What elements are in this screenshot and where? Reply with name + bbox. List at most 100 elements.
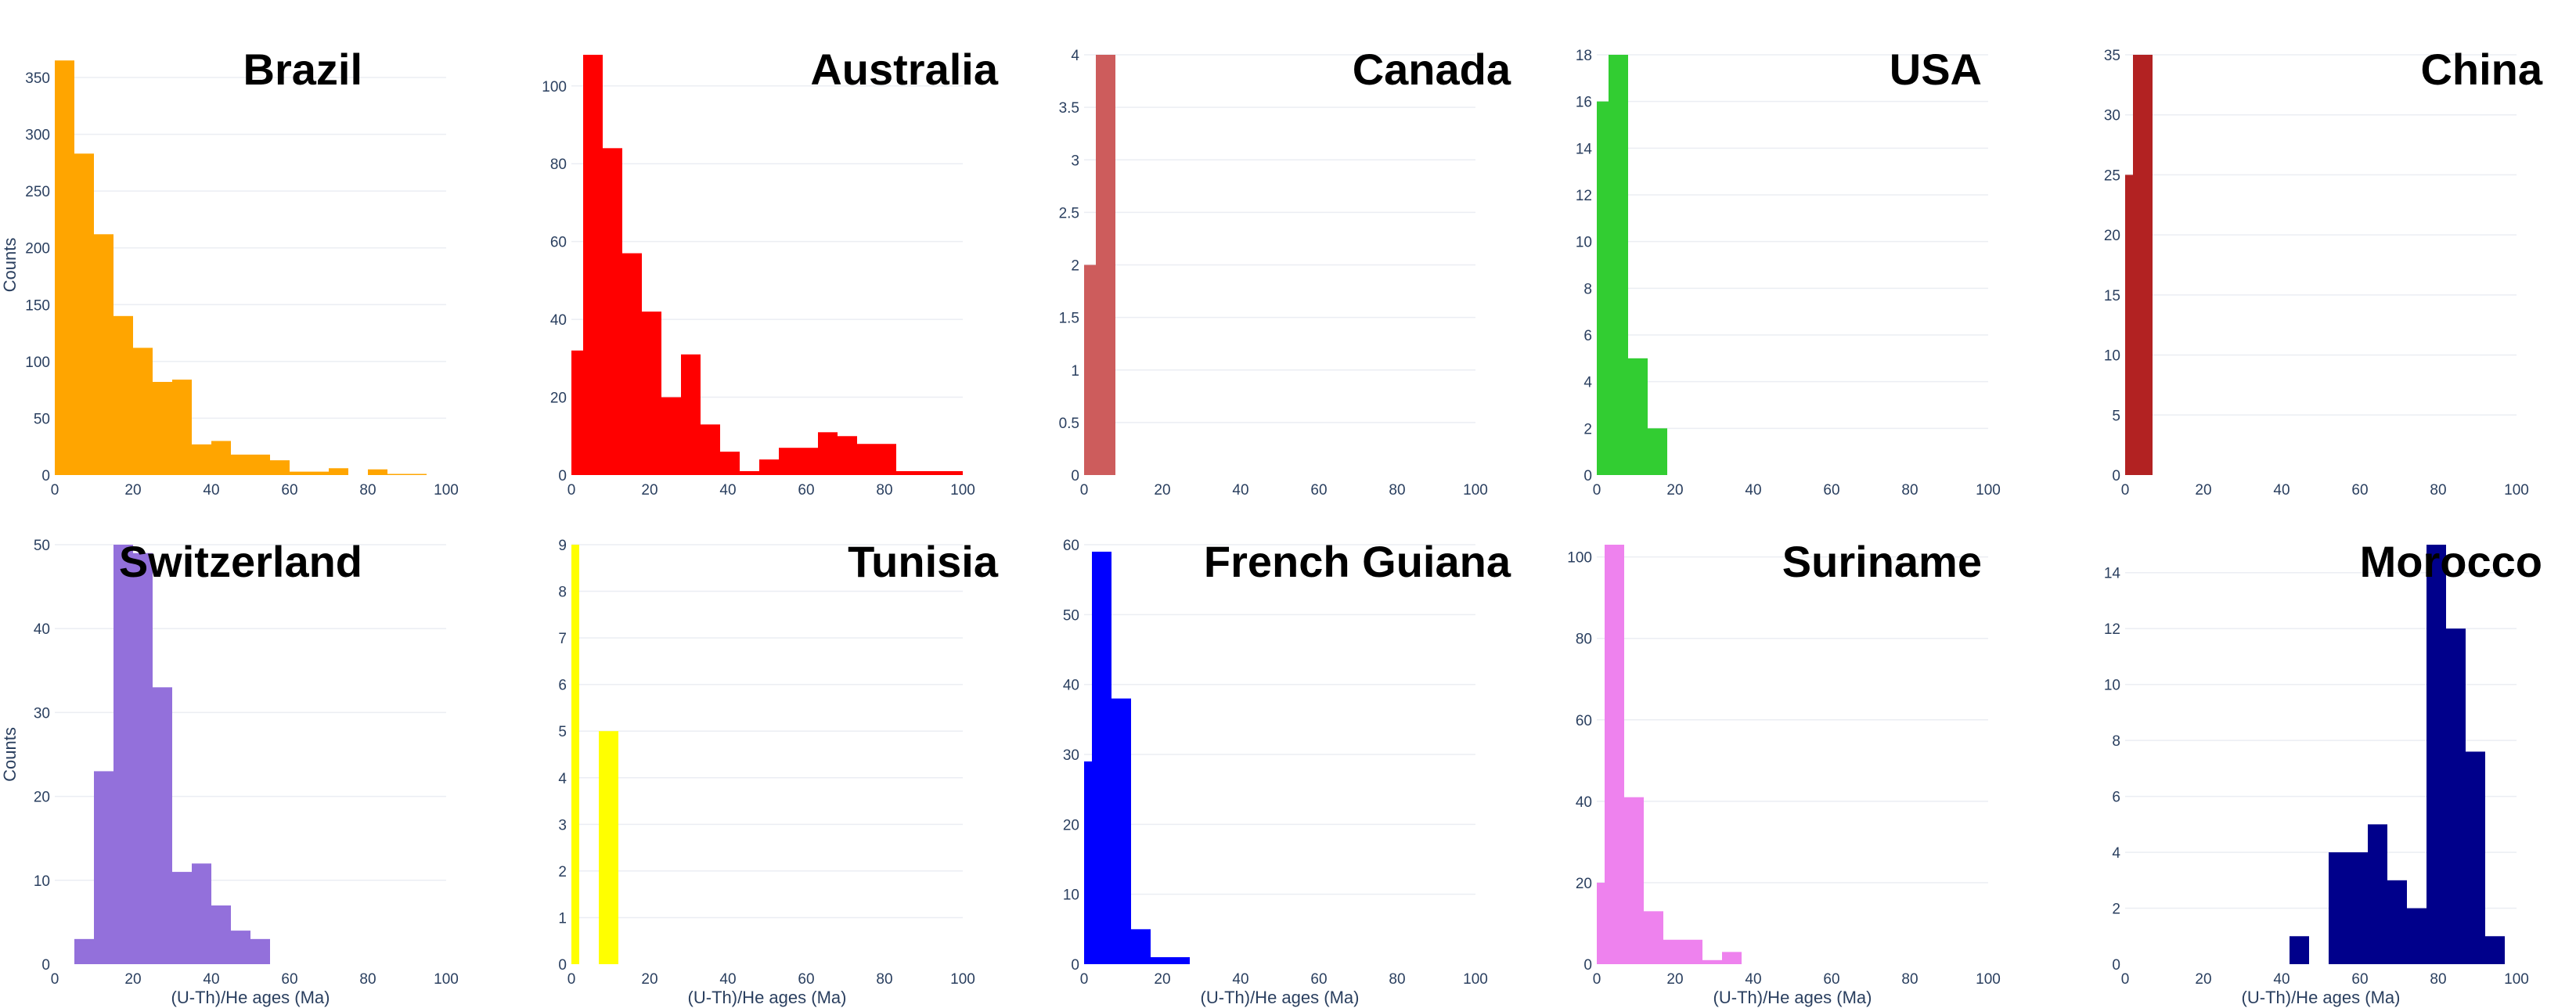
histogram-bar [1702,959,1722,964]
x-tick-label: 60 [798,971,814,988]
y-tick-label: 50 [34,411,50,427]
x-tick-label: 100 [2504,971,2529,988]
x-tick-label: 20 [641,971,658,988]
y-tick-label: 0 [1583,468,1592,484]
x-tick-label: 100 [950,971,975,988]
histogram-bar [1683,939,1702,964]
histogram-bar [798,448,818,475]
histogram-bar [407,473,427,475]
x-tick-label: 20 [1154,971,1170,988]
y-tick-label: 0.5 [1059,416,1079,432]
y-tick-label: 2 [1071,258,1079,275]
y-tick-label: 40 [34,621,50,638]
y-tick-label: 5 [2112,408,2120,424]
histogram-bar [192,444,211,475]
histogram-bar [896,471,916,475]
x-tick-label: 60 [1823,971,1839,988]
panel-title: China [2420,45,2542,94]
y-tick-label: 0 [2112,957,2120,974]
histogram-usa: 0 20 40 60 80 100 0 2 4 6 8 10 12 14 16 18 USA [1576,45,2001,499]
x-tick-label: 0 [1593,971,1601,988]
x-tick-label: 80 [1901,482,1918,499]
y-tick-label: 0 [41,468,50,484]
x-tick-label: 80 [359,482,376,499]
y-tick-label: 10 [2104,348,2120,365]
histogram-bar [94,771,113,964]
histogram-bar [2329,852,2348,964]
panel-title: Tunisia [848,537,999,586]
y-tick-label: 7 [558,631,567,647]
y-tick-label: 12 [2104,621,2120,638]
x-tick-label: 20 [1666,482,1683,499]
x-tick-label: 100 [1463,971,1488,988]
x-tick-label: 0 [51,971,59,988]
histogram-bar [2125,175,2133,475]
histogram-bar [387,473,407,475]
histogram-bar [818,432,838,475]
histogram-bar [661,397,681,475]
y-tick-label: 35 [2104,48,2120,64]
histogram-bar [1644,911,1663,964]
y-tick-label: 4 [1071,48,1079,64]
y-tick-label: 3 [1071,153,1079,169]
y-tick-label: 10 [2104,678,2120,694]
histogram-bar [250,454,270,475]
histogram-bar [1624,797,1644,964]
histogram-bar [94,234,113,475]
histogram-bar [2348,852,2368,964]
histogram-bar [113,315,133,475]
x-tick-label: 100 [950,482,975,499]
y-tick-label: 14 [1576,141,1593,157]
x-tick-label: 80 [1389,971,1405,988]
y-tick-label: 20 [34,790,50,806]
y-tick-label: 4 [558,771,567,787]
x-tick-label: 40 [203,482,219,499]
histogram-bar [583,55,603,475]
y-tick-label: 250 [25,184,50,200]
x-tick-label: 40 [1232,482,1248,499]
histogram-bar [857,444,877,475]
x-tick-label: 60 [798,482,814,499]
y-tick-label: 60 [1576,713,1592,729]
histogram-bar [681,354,701,475]
x-tick-label: 60 [281,971,297,988]
x-tick-label: 60 [1310,482,1327,499]
histogram-bar [939,471,963,475]
histogram-bar [1170,957,1190,964]
histogram-bar [1111,698,1131,964]
x-tick-label: 40 [719,971,736,988]
histogram-bar [1648,428,1667,475]
y-tick-label: 30 [1063,747,1079,764]
histogram-bar [309,471,329,475]
histogram-bar [1597,882,1605,964]
histogram-morocco: 0 20 40 60 80 100 0 2 4 6 8 10 12 14 (U-Th)/He ages (M… [2104,537,2542,1007]
histogram-tunisia: 0 20 40 60 80 100 0 1 2 3 4 5 6 7 8 9 (U-Th)/He ages (Ma… [558,537,998,1007]
y-tick-label: 80 [550,157,567,173]
histogram-bar [2290,936,2309,964]
histogram-bar [2446,628,2466,964]
histogram-bar [1663,939,1683,964]
histogram-bar [74,938,94,964]
histogram-bar [1092,551,1111,964]
x-tick-label: 40 [1232,971,1248,988]
x-tick-label: 40 [1745,971,1761,988]
histogram-bar [916,471,939,475]
histogram-bar [290,471,309,475]
histogram-bar [172,872,192,964]
x-tick-label: 40 [719,482,736,499]
y-tick-label: 40 [550,312,567,329]
y-axis-title: Counts [0,727,20,782]
y-tick-label: 12 [1576,188,1592,204]
y-tick-label: 1 [1071,363,1079,380]
y-tick-label: 6 [1583,328,1592,344]
histogram-bar [1084,761,1092,964]
x-tick-label: 20 [1666,971,1683,988]
histogram-bar [779,448,798,475]
histogram-bar [759,459,779,475]
x-tick-label: 0 [1080,971,1089,988]
x-tick-label: 20 [124,482,141,499]
y-tick-label: 60 [550,235,567,251]
y-tick-label: 40 [1063,678,1079,694]
y-tick-label: 16 [1576,95,1592,111]
